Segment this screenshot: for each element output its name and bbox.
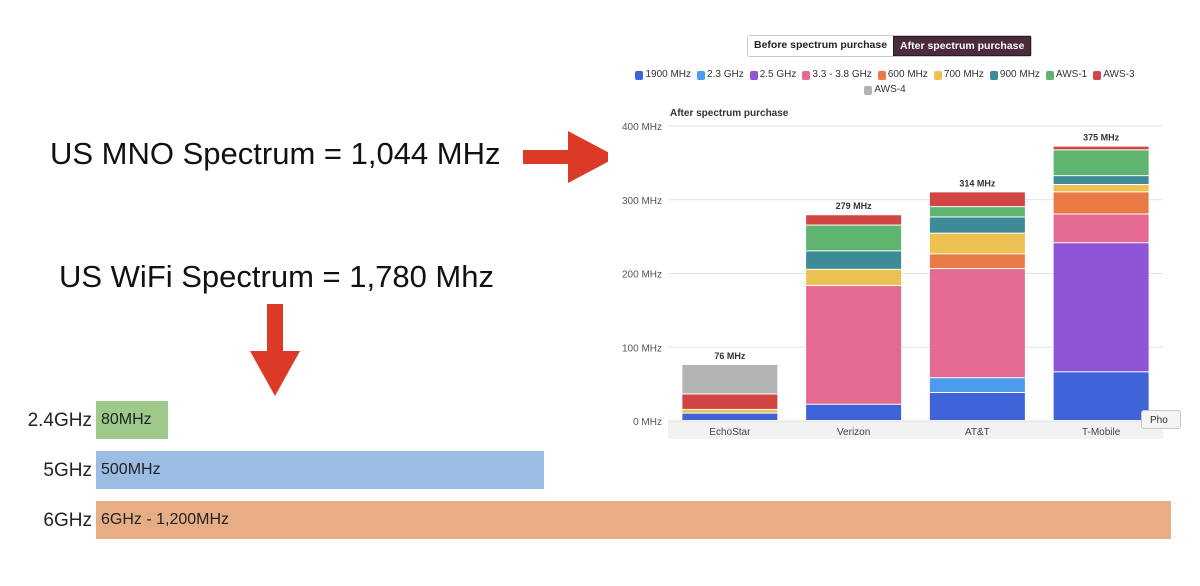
y-tick-label: 400 MHz — [622, 122, 662, 133]
legend-label: 600 MHz — [887, 69, 928, 80]
chart-title: After spectrum purchase — [670, 108, 789, 119]
legend-swatch — [1093, 70, 1102, 80]
legend-label: AWS-3 — [1103, 69, 1135, 80]
legend-item[interactable]: 2.5 GHz — [749, 69, 797, 81]
bar-segment — [929, 207, 1025, 217]
legend-label: 1900 MHz — [645, 69, 692, 80]
legend-swatch — [1045, 70, 1054, 80]
legend-item[interactable]: 700 MHz — [933, 69, 984, 81]
legend-label: 900 MHz — [999, 69, 1040, 80]
band-bar-label: 6GHz - 1,200MHz — [101, 511, 230, 528]
bar-segment — [1053, 192, 1149, 214]
legend-item[interactable]: AWS-3 — [1093, 69, 1135, 81]
legend-item[interactable]: 2.3 GHz — [697, 69, 744, 81]
band-bar: 6GHz - 1,200MHz — [96, 501, 1171, 539]
chart-canvas: After spectrum purchase 0 MHz 100 MHz 200 M… — [608, 102, 1168, 440]
band-label: 5GHz — [43, 460, 92, 481]
x-tick-label: EchoStar — [709, 427, 751, 438]
arrow-right-icon — [523, 131, 617, 183]
bar-segment — [1053, 146, 1149, 150]
legend-label: AWS-4 — [874, 84, 906, 95]
legend-swatch — [864, 85, 873, 95]
bar-segment — [1053, 176, 1149, 184]
mno-spectrum-headline: US MNO Spectrum = 1,044 MHz — [50, 136, 501, 171]
spectrum-toggle: Before spectrum purchase After spectrum … — [747, 35, 1033, 57]
bar-segment — [806, 225, 902, 251]
stacked-bar-chart: After spectrum purchase 0 MHz 100 MHz 200 M… — [608, 102, 1168, 440]
bar-segment — [929, 269, 1025, 378]
bar-segment — [1053, 150, 1149, 176]
x-tick-label: AT&T — [965, 427, 990, 438]
legend-item[interactable]: AWS-1 — [1045, 69, 1088, 81]
bar-segment — [1053, 185, 1149, 192]
legend-swatch — [749, 70, 758, 80]
arrow-down-icon — [250, 304, 300, 396]
legend-item[interactable]: AWS-4 — [864, 84, 906, 96]
legend-item[interactable]: 3.3 - 3.8 GHz — [802, 69, 872, 81]
y-tick-label: 0 MHz — [633, 417, 662, 428]
bar-segment — [929, 378, 1025, 392]
legend-item[interactable]: 1900 MHz — [635, 69, 691, 81]
bar-total-label: 76 MHz — [714, 351, 746, 361]
bar-segment — [1053, 214, 1149, 243]
bar-segment — [1053, 372, 1149, 420]
legend-item[interactable]: 600 MHz — [877, 69, 928, 81]
legend-label: AWS-1 — [1055, 69, 1088, 80]
legend-item[interactable]: 900 MHz — [989, 69, 1040, 81]
legend-swatch — [697, 70, 706, 80]
bar-segment — [929, 254, 1025, 269]
legend-swatch — [933, 70, 942, 80]
bar-segment — [682, 364, 778, 394]
legend-label: 700 MHz — [943, 69, 984, 80]
bar-segment — [806, 215, 902, 225]
bar-segment — [929, 392, 1025, 420]
bar-segment — [682, 394, 778, 409]
bar-segment — [806, 404, 902, 420]
bar-segment — [806, 251, 902, 269]
y-tick-label: 300 MHz — [622, 196, 662, 207]
truncated-button[interactable]: Pho — [1141, 410, 1181, 429]
arrow-right-shape — [523, 131, 617, 183]
bar-segment — [806, 286, 902, 404]
bar-total-label: 375 MHz — [1083, 133, 1120, 143]
bar-segment — [929, 192, 1025, 207]
legend-swatch — [635, 70, 644, 80]
y-tick-label: 100 MHz — [622, 343, 662, 354]
legend-swatch — [877, 70, 886, 80]
band-bar: 500MHz — [96, 451, 544, 489]
bar-segment — [806, 269, 902, 286]
legend-label: 2.3 GHz — [707, 69, 744, 80]
x-tick-label: Verizon — [837, 427, 870, 438]
band-bar-label: 80MHz — [101, 411, 152, 428]
band-bar-label: 500MHz — [101, 461, 161, 478]
bar-segment — [682, 413, 778, 420]
bar-segment — [929, 233, 1025, 254]
before-purchase-button[interactable]: Before spectrum purchase — [748, 36, 894, 56]
x-axis-band — [668, 421, 1163, 439]
bar-segment — [929, 217, 1025, 233]
band-label: 2.4GHz — [27, 410, 92, 431]
bar-segment — [682, 409, 778, 413]
band-label: 6GHz — [43, 510, 92, 531]
legend-label: 2.5 GHz — [759, 69, 797, 80]
y-tick-label: 200 MHz — [622, 270, 662, 281]
chart-legend: 1900 MHz 2.3 GHz 2.5 GHz 3.3 - 3.8 GHz 600 M… — [625, 69, 1145, 96]
legend-swatch — [802, 70, 811, 80]
legend-swatch — [989, 70, 998, 80]
x-tick-label: T-Mobile — [1082, 427, 1121, 438]
bar-total-label: 314 MHz — [959, 178, 996, 188]
legend-label: 3.3 - 3.8 GHz — [812, 69, 872, 80]
wifi-spectrum-headline: US WiFi Spectrum = 1,780 Mhz — [59, 259, 494, 294]
bar-total-label: 279 MHz — [836, 201, 873, 211]
band-bar: 80MHz — [96, 401, 168, 439]
arrow-down-shape — [250, 304, 300, 396]
after-purchase-button[interactable]: After spectrum purchase — [893, 36, 1032, 56]
bar-segment — [1053, 243, 1149, 372]
